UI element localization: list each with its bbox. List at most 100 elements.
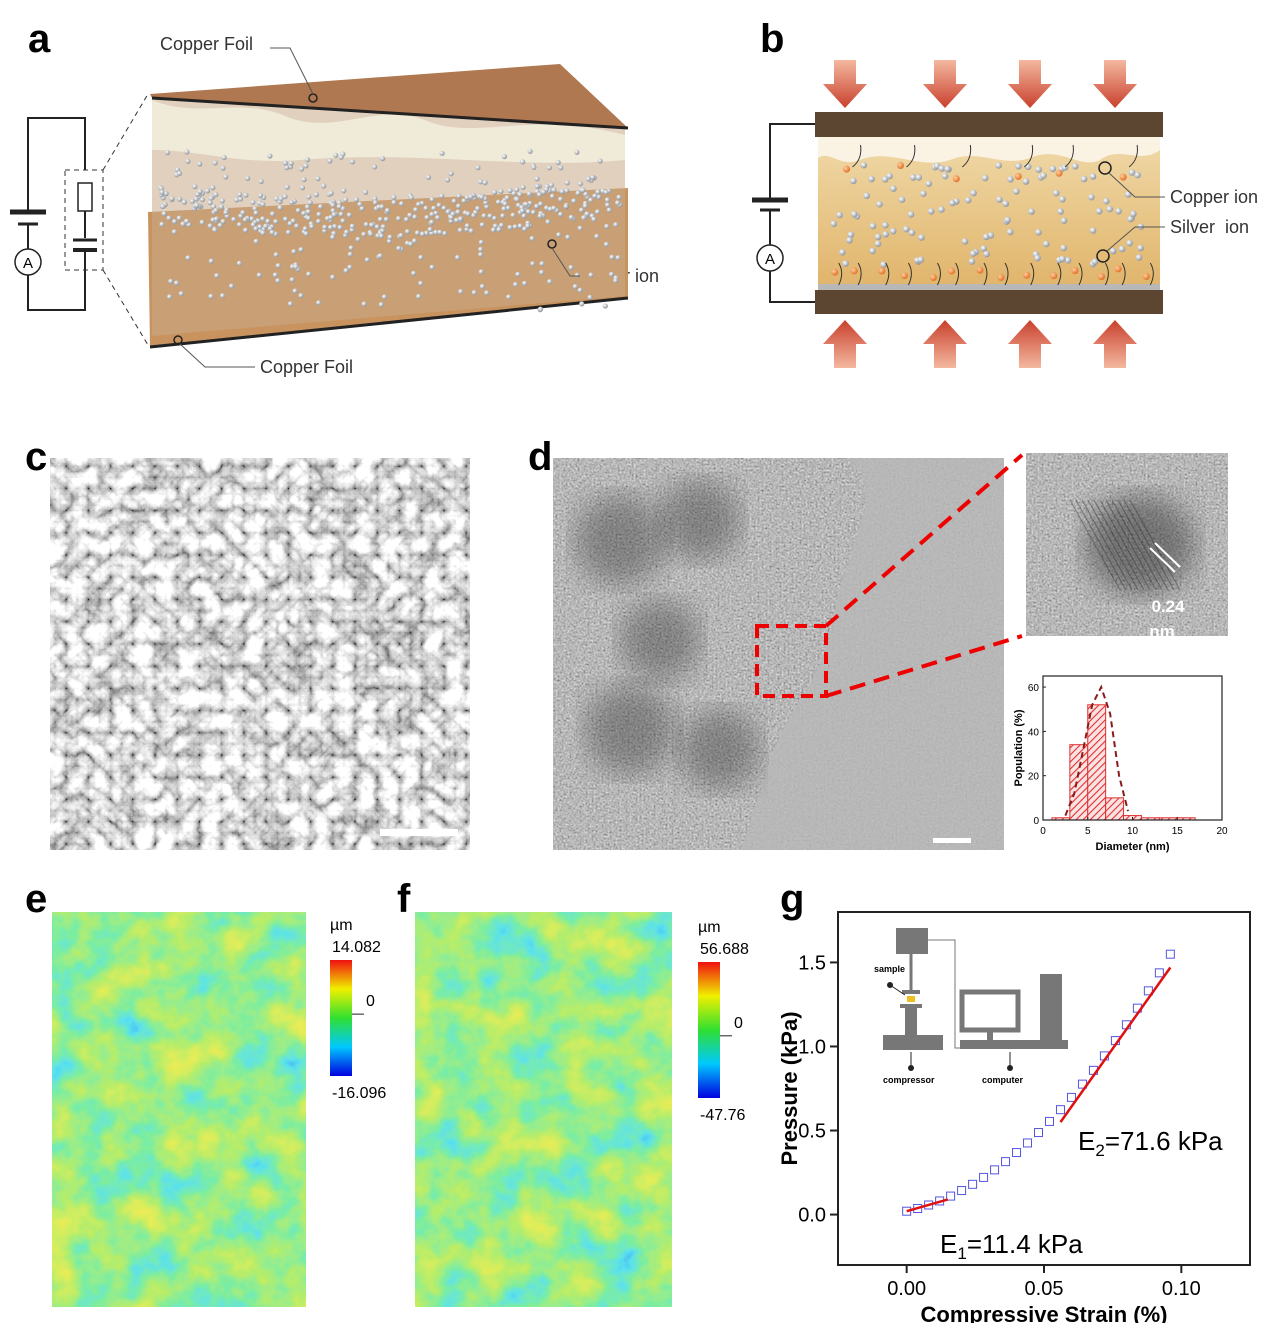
silver-ion bbox=[495, 199, 502, 205]
silver-ion bbox=[287, 301, 294, 307]
silver-ion bbox=[220, 218, 226, 225]
y-tick-label: 0 bbox=[1033, 816, 1039, 827]
silver-ion bbox=[368, 231, 374, 237]
silver-ion bbox=[242, 217, 248, 223]
silver-ion bbox=[455, 209, 461, 215]
silver-ion bbox=[478, 246, 484, 252]
silver-ion bbox=[164, 150, 171, 156]
silver-ion bbox=[604, 223, 610, 229]
silver-ion bbox=[445, 177, 451, 183]
x-tick-label: 15 bbox=[1172, 826, 1184, 837]
inset-label: sample bbox=[874, 964, 905, 974]
silver-ion bbox=[461, 198, 467, 204]
silver-ion bbox=[501, 153, 508, 160]
migration-arrow bbox=[906, 144, 916, 168]
silver-ion bbox=[169, 196, 175, 202]
x-tick-label: 0.05 bbox=[1025, 1278, 1064, 1300]
instrument bbox=[1040, 974, 1062, 1044]
migration-arrow bbox=[1057, 262, 1062, 286]
lattice-fringe bbox=[1075, 499, 1127, 591]
silver-ion bbox=[270, 211, 276, 217]
silver-ion bbox=[846, 237, 853, 244]
silver-ion bbox=[1015, 162, 1022, 170]
silver-ion bbox=[372, 196, 378, 202]
silver-ion bbox=[199, 219, 205, 225]
silver-ion bbox=[458, 216, 464, 222]
fit-curve bbox=[1064, 684, 1129, 816]
label-copper-foil: Copper Foil bbox=[160, 34, 253, 54]
silver-ion bbox=[436, 202, 442, 208]
silver-ion bbox=[176, 170, 183, 176]
silver-ion bbox=[347, 251, 353, 257]
colorbar bbox=[698, 962, 720, 1098]
silver-ion bbox=[874, 233, 882, 241]
silver-ion bbox=[925, 180, 933, 187]
silver-ion bbox=[277, 205, 283, 211]
silver-ion bbox=[938, 165, 945, 172]
silver-ion bbox=[208, 195, 214, 201]
x-tick-label: 0 bbox=[1040, 826, 1046, 837]
copper-ion bbox=[1023, 271, 1031, 279]
silver-ion bbox=[295, 207, 301, 214]
silver-ion bbox=[850, 177, 857, 185]
silver-ion bbox=[289, 199, 295, 205]
silver-ion bbox=[349, 223, 355, 229]
silver-ion bbox=[274, 196, 280, 202]
silver-ion bbox=[506, 294, 512, 300]
electrode bbox=[815, 290, 1163, 314]
silver-ion bbox=[302, 226, 308, 232]
panel-label: d bbox=[528, 435, 552, 479]
copper-ion bbox=[1055, 169, 1063, 177]
silver-ion bbox=[538, 201, 544, 207]
silver-ion bbox=[1060, 217, 1068, 224]
silver-ion bbox=[1049, 165, 1057, 173]
silver-ion bbox=[321, 183, 327, 189]
silver-ion bbox=[1060, 244, 1067, 252]
silver-ion bbox=[1072, 163, 1079, 170]
silver-ion bbox=[551, 205, 557, 211]
ammeter bbox=[756, 244, 784, 272]
histogram-bar bbox=[1087, 704, 1107, 821]
zoom-box bbox=[755, 624, 828, 698]
silver-ion bbox=[471, 290, 477, 296]
silver-ion bbox=[547, 279, 553, 285]
silver-ion bbox=[596, 194, 602, 200]
silver-ion bbox=[180, 221, 186, 227]
panel-label: a bbox=[28, 17, 51, 61]
colorbar-tick-label: -47.76 bbox=[700, 1107, 745, 1124]
silver-ion bbox=[318, 204, 324, 210]
silver-ion bbox=[304, 157, 311, 163]
silver-ion bbox=[490, 227, 497, 233]
silver-ion bbox=[1095, 207, 1103, 215]
nanoparticle bbox=[660, 480, 740, 560]
data-point bbox=[1066, 1092, 1076, 1102]
silver-ion bbox=[1106, 205, 1113, 213]
silver-ion bbox=[347, 264, 353, 270]
silver-ion bbox=[213, 216, 219, 222]
silver-ion bbox=[863, 192, 870, 200]
lattice-value: 0.24 bbox=[1151, 597, 1185, 616]
silver-ion bbox=[172, 219, 178, 225]
silver-ion bbox=[306, 194, 312, 200]
silver-ion bbox=[208, 258, 214, 264]
annotation: E1=11.4 kPa bbox=[940, 1229, 1083, 1263]
silver-ion bbox=[475, 205, 481, 212]
silver-ion bbox=[207, 223, 213, 229]
silver-ion bbox=[379, 204, 385, 210]
silver-ion bbox=[377, 253, 383, 259]
silver-ion bbox=[309, 223, 315, 230]
silver-ion bbox=[391, 194, 397, 200]
silver-ion bbox=[330, 234, 336, 240]
silver-ion bbox=[551, 187, 557, 193]
silver-ion bbox=[563, 203, 569, 209]
silver-ion bbox=[886, 172, 893, 180]
x-tick-label: 0.10 bbox=[1162, 1278, 1201, 1300]
silver-ion bbox=[176, 215, 182, 221]
silver-ion bbox=[429, 196, 435, 202]
instrument bbox=[987, 1030, 993, 1040]
silver-ion bbox=[316, 300, 322, 306]
silver-ion bbox=[522, 280, 528, 286]
pressure-arrow bbox=[1008, 320, 1052, 368]
nanoparticle bbox=[575, 495, 665, 585]
lattice-fringe bbox=[1093, 499, 1145, 591]
